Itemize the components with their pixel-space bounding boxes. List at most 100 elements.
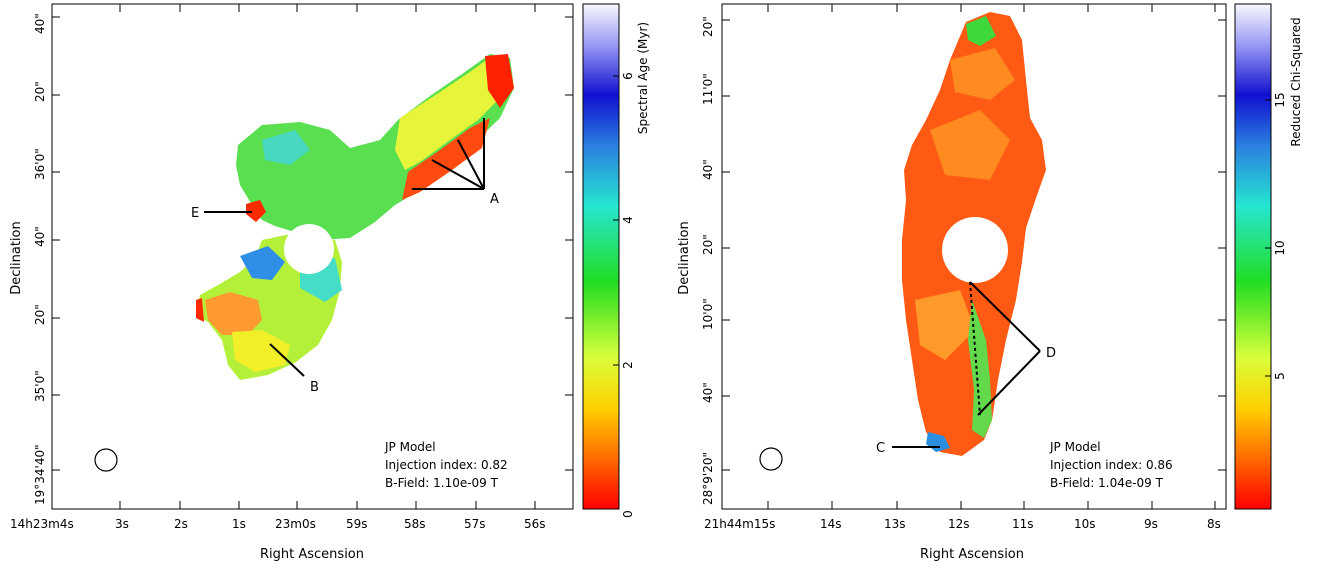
left-y-tick-2: 20" — [33, 304, 47, 325]
left-x-tick-6: 58s — [404, 517, 426, 531]
left-label-a: A — [490, 192, 499, 207]
right-colorbar: 5 10 15 Reduced Chi-Squared — [1234, 3, 1303, 510]
left-panel: 14h23m4s 3s 2s 1s 23m0s 59s 58s 57s 56s … — [9, 3, 650, 562]
right-panel: 21h44m15s 14s 13s 12s 11s 10s 9s 8s Righ… — [677, 3, 1303, 562]
right-cbar-tick-2: 15 — [1273, 92, 1287, 107]
left-beam-ellipse — [94, 448, 118, 472]
right-axes-frame — [721, 3, 1227, 510]
left-x-tick-7: 57s — [464, 517, 486, 531]
left-y-tick-labels: 19°34'40" 35'0" 20" 40" 36'0" 20" 40" — [33, 13, 47, 505]
left-axis-ticks — [52, 4, 573, 509]
left-upper-cyan — [262, 130, 310, 165]
right-colorbar-tick-labels: 5 10 15 — [1273, 92, 1287, 379]
left-x-tick-0: 14h23m4s — [10, 517, 74, 531]
left-masked-hole — [284, 224, 334, 274]
left-legend-line-2: B-Field: 1.10e-09 T — [385, 476, 499, 490]
right-axis-ticks — [722, 4, 1226, 509]
left-y-tick-1: 35'0" — [33, 370, 47, 402]
right-y-tick-1: 40" — [701, 382, 715, 403]
right-y-tick-2: 10'0" — [701, 298, 715, 330]
left-lower-red-patch — [205, 292, 262, 335]
right-x-tick-7: 8s — [1207, 517, 1221, 531]
right-colorbar-gradient — [1234, 3, 1272, 510]
left-y-axis-label: Declination — [9, 221, 24, 295]
left-upper-red-band — [402, 118, 490, 200]
right-model-legend: JP Model Injection index: 0.86 B-Field: … — [1049, 440, 1173, 490]
right-orange-patch-1 — [930, 110, 1010, 180]
left-x-tick-4: 23m0s — [275, 517, 316, 531]
left-arrow-a — [412, 118, 485, 190]
right-cbar-tick-0: 5 — [1273, 372, 1287, 380]
right-x-tick-0: 21h44m15s — [704, 517, 775, 531]
right-x-tick-1: 14s — [820, 517, 842, 531]
right-x-tick-labels: 21h44m15s 14s 13s 12s 11s 10s 9s 8s — [704, 517, 1221, 531]
right-x-tick-5: 10s — [1074, 517, 1096, 531]
left-red-edge-lower — [196, 298, 204, 322]
right-legend-line-0: JP Model — [1049, 440, 1101, 454]
left-source-map — [196, 54, 514, 380]
left-x-tick-3: 1s — [232, 517, 246, 531]
left-upper-red-tip — [485, 54, 514, 108]
left-y-tick-3: 40" — [33, 226, 47, 247]
left-colorbar-ticks — [613, 75, 619, 510]
right-legend-line-2: B-Field: 1.04e-09 T — [1050, 476, 1164, 490]
right-y-tick-5: 11'0" — [701, 73, 715, 105]
right-beam-ellipse — [759, 447, 783, 471]
right-y-tick-3: 20" — [701, 234, 715, 255]
left-colorbar-gradient — [582, 3, 620, 510]
left-y-tick-4: 36'0" — [33, 148, 47, 180]
right-label-c: C — [876, 441, 885, 456]
left-label-e: E — [191, 206, 199, 221]
left-colorbar-tick-labels: 0 2 4 6 — [621, 72, 635, 518]
left-cbar-tick-3: 6 — [621, 72, 635, 80]
right-x-tick-6: 9s — [1144, 517, 1158, 531]
left-cbar-tick-0: 0 — [621, 510, 635, 518]
right-x-axis-label: Right Ascension — [920, 547, 1024, 562]
left-x-tick-8: 56s — [524, 517, 546, 531]
left-lower-blue — [240, 246, 285, 280]
right-colorbar-ticks — [1265, 99, 1271, 377]
left-colorbar: 0 2 4 6 Spectral Age (Myr) — [582, 3, 650, 518]
left-label-b: B — [310, 380, 319, 395]
left-model-legend: JP Model Injection index: 0.82 B-Field: … — [384, 440, 508, 490]
right-colorbar-label: Reduced Chi-Squared — [1289, 17, 1303, 146]
left-x-tick-2: 2s — [174, 517, 188, 531]
right-y-axis-label: Declination — [677, 221, 692, 295]
left-y-tick-0: 19°34'40" — [33, 444, 47, 505]
left-x-tick-1: 3s — [115, 517, 129, 531]
right-y-tick-0: 28°9'20" — [701, 452, 715, 505]
left-y-tick-6: 40" — [33, 13, 47, 34]
left-e-knot — [246, 200, 266, 222]
right-green-top — [966, 16, 996, 46]
right-y-tick-labels: 28°9'20" 40" 10'0" 20" 40" 11'0" 20" — [701, 16, 715, 505]
left-x-tick-5: 59s — [346, 517, 368, 531]
right-y-tick-6: 20" — [701, 16, 715, 37]
right-arrow-d — [969, 281, 1041, 416]
left-lower-yellow — [232, 330, 290, 372]
right-green-channel — [968, 300, 992, 438]
right-legend-line-1: Injection index: 0.86 — [1050, 458, 1173, 472]
right-orange-patch-3 — [950, 48, 1015, 100]
right-source-map — [902, 12, 1046, 456]
left-x-axis-label: Right Ascension — [260, 547, 364, 562]
right-masked-hole — [942, 217, 1008, 283]
left-y-tick-5: 20" — [33, 81, 47, 102]
left-cbar-tick-1: 2 — [621, 361, 635, 369]
left-cbar-tick-2: 4 — [621, 216, 635, 224]
left-upper-yellow — [395, 56, 505, 170]
left-legend-line-1: Injection index: 0.82 — [385, 458, 508, 472]
left-x-tick-labels: 14h23m4s 3s 2s 1s 23m0s 59s 58s 57s 56s — [10, 517, 546, 531]
right-cbar-tick-1: 10 — [1273, 240, 1287, 255]
right-label-d: D — [1046, 346, 1056, 361]
right-x-tick-2: 13s — [884, 517, 906, 531]
right-x-tick-4: 11s — [1012, 517, 1034, 531]
left-axes-frame — [51, 3, 574, 510]
left-arrow-b — [269, 343, 305, 377]
right-orange-patch-2 — [915, 290, 975, 360]
right-y-tick-4: 40" — [701, 159, 715, 180]
left-colorbar-label: Spectral Age (Myr) — [636, 22, 650, 134]
left-legend-line-0: JP Model — [384, 440, 436, 454]
right-x-tick-3: 12s — [948, 517, 970, 531]
